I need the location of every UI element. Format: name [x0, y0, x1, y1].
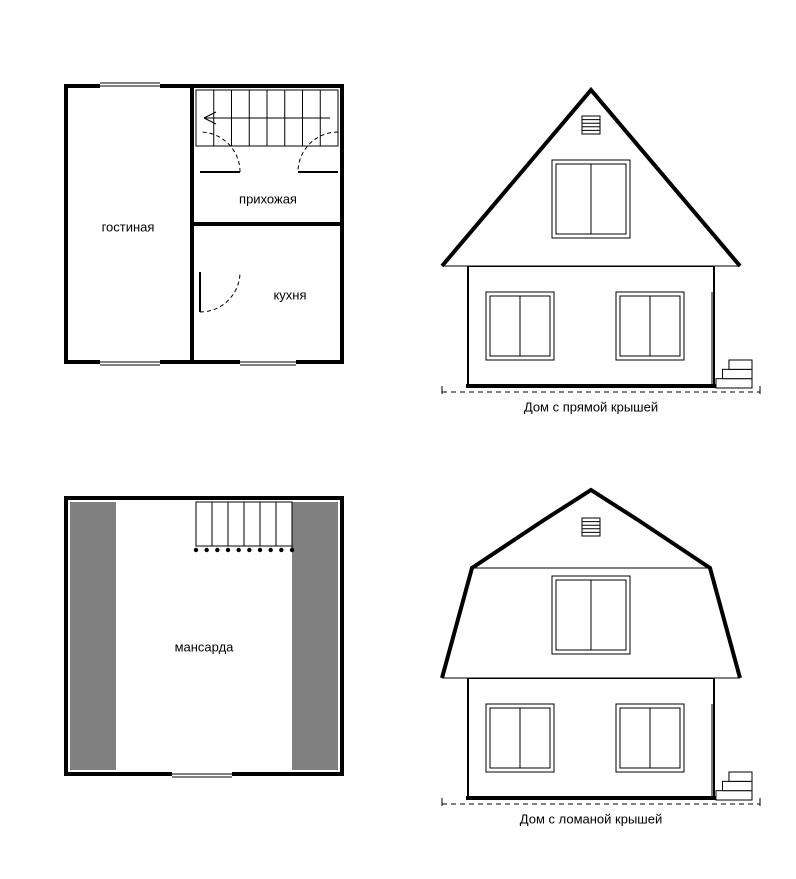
entry-step	[722, 369, 752, 378]
caption-straight-roof: Дом с прямой крышей	[524, 399, 658, 414]
living-room-label: гостиная	[102, 219, 155, 234]
entry-step	[729, 772, 752, 781]
railing-dot	[194, 548, 198, 552]
low-headroom-zone	[70, 502, 116, 770]
railing-dot	[226, 548, 230, 552]
railing-dot	[236, 548, 240, 552]
entry-step	[729, 360, 752, 369]
entry-step	[716, 379, 752, 388]
low-headroom-zone	[292, 502, 338, 770]
hallway-label: прихожая	[239, 191, 297, 206]
gable-vent	[582, 116, 600, 134]
attic-label: мансарда	[175, 639, 235, 654]
kitchen-label: кухня	[273, 287, 306, 302]
railing-dot	[204, 548, 208, 552]
ground-floor-plan: гостиная прихожая кухня	[66, 82, 342, 366]
attic-floor-plan: мансарда	[66, 498, 342, 778]
elevation-gambrel-roof: Дом с ломаной крышей	[442, 490, 760, 826]
railing-dot	[215, 548, 219, 552]
railing-dot	[279, 548, 283, 552]
entry-step	[722, 781, 752, 790]
railing-dot	[258, 548, 262, 552]
railing-dot	[268, 548, 272, 552]
elevation-straight-roof: Дом с прямой крышей	[442, 90, 760, 414]
gable-vent	[582, 518, 600, 536]
entry-step	[716, 791, 752, 800]
railing-dot	[247, 548, 251, 552]
caption-gambrel-roof: Дом с ломаной крышей	[520, 811, 662, 826]
